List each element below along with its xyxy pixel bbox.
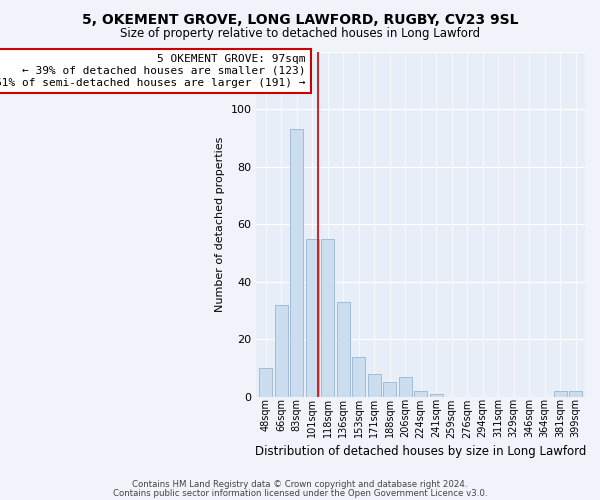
Bar: [383, 382, 396, 397]
Bar: [259, 368, 272, 397]
Text: Contains public sector information licensed under the Open Government Licence v3: Contains public sector information licen…: [113, 488, 487, 498]
Bar: [398, 376, 412, 397]
Bar: [352, 356, 365, 397]
Bar: [569, 391, 582, 397]
Bar: [430, 394, 443, 397]
Bar: [368, 374, 381, 397]
Bar: [275, 304, 288, 397]
X-axis label: Distribution of detached houses by size in Long Lawford: Distribution of detached houses by size …: [255, 444, 586, 458]
Bar: [414, 391, 427, 397]
Text: Contains HM Land Registry data © Crown copyright and database right 2024.: Contains HM Land Registry data © Crown c…: [132, 480, 468, 489]
Text: 5 OKEMENT GROVE: 97sqm
← 39% of detached houses are smaller (123)
61% of semi-de: 5 OKEMENT GROVE: 97sqm ← 39% of detached…: [0, 54, 305, 88]
Bar: [290, 129, 303, 397]
Bar: [321, 238, 334, 397]
Bar: [554, 391, 567, 397]
Text: 5, OKEMENT GROVE, LONG LAWFORD, RUGBY, CV23 9SL: 5, OKEMENT GROVE, LONG LAWFORD, RUGBY, C…: [82, 12, 518, 26]
Bar: [337, 302, 350, 397]
Bar: [305, 238, 319, 397]
Y-axis label: Number of detached properties: Number of detached properties: [215, 136, 225, 312]
Text: Size of property relative to detached houses in Long Lawford: Size of property relative to detached ho…: [120, 28, 480, 40]
